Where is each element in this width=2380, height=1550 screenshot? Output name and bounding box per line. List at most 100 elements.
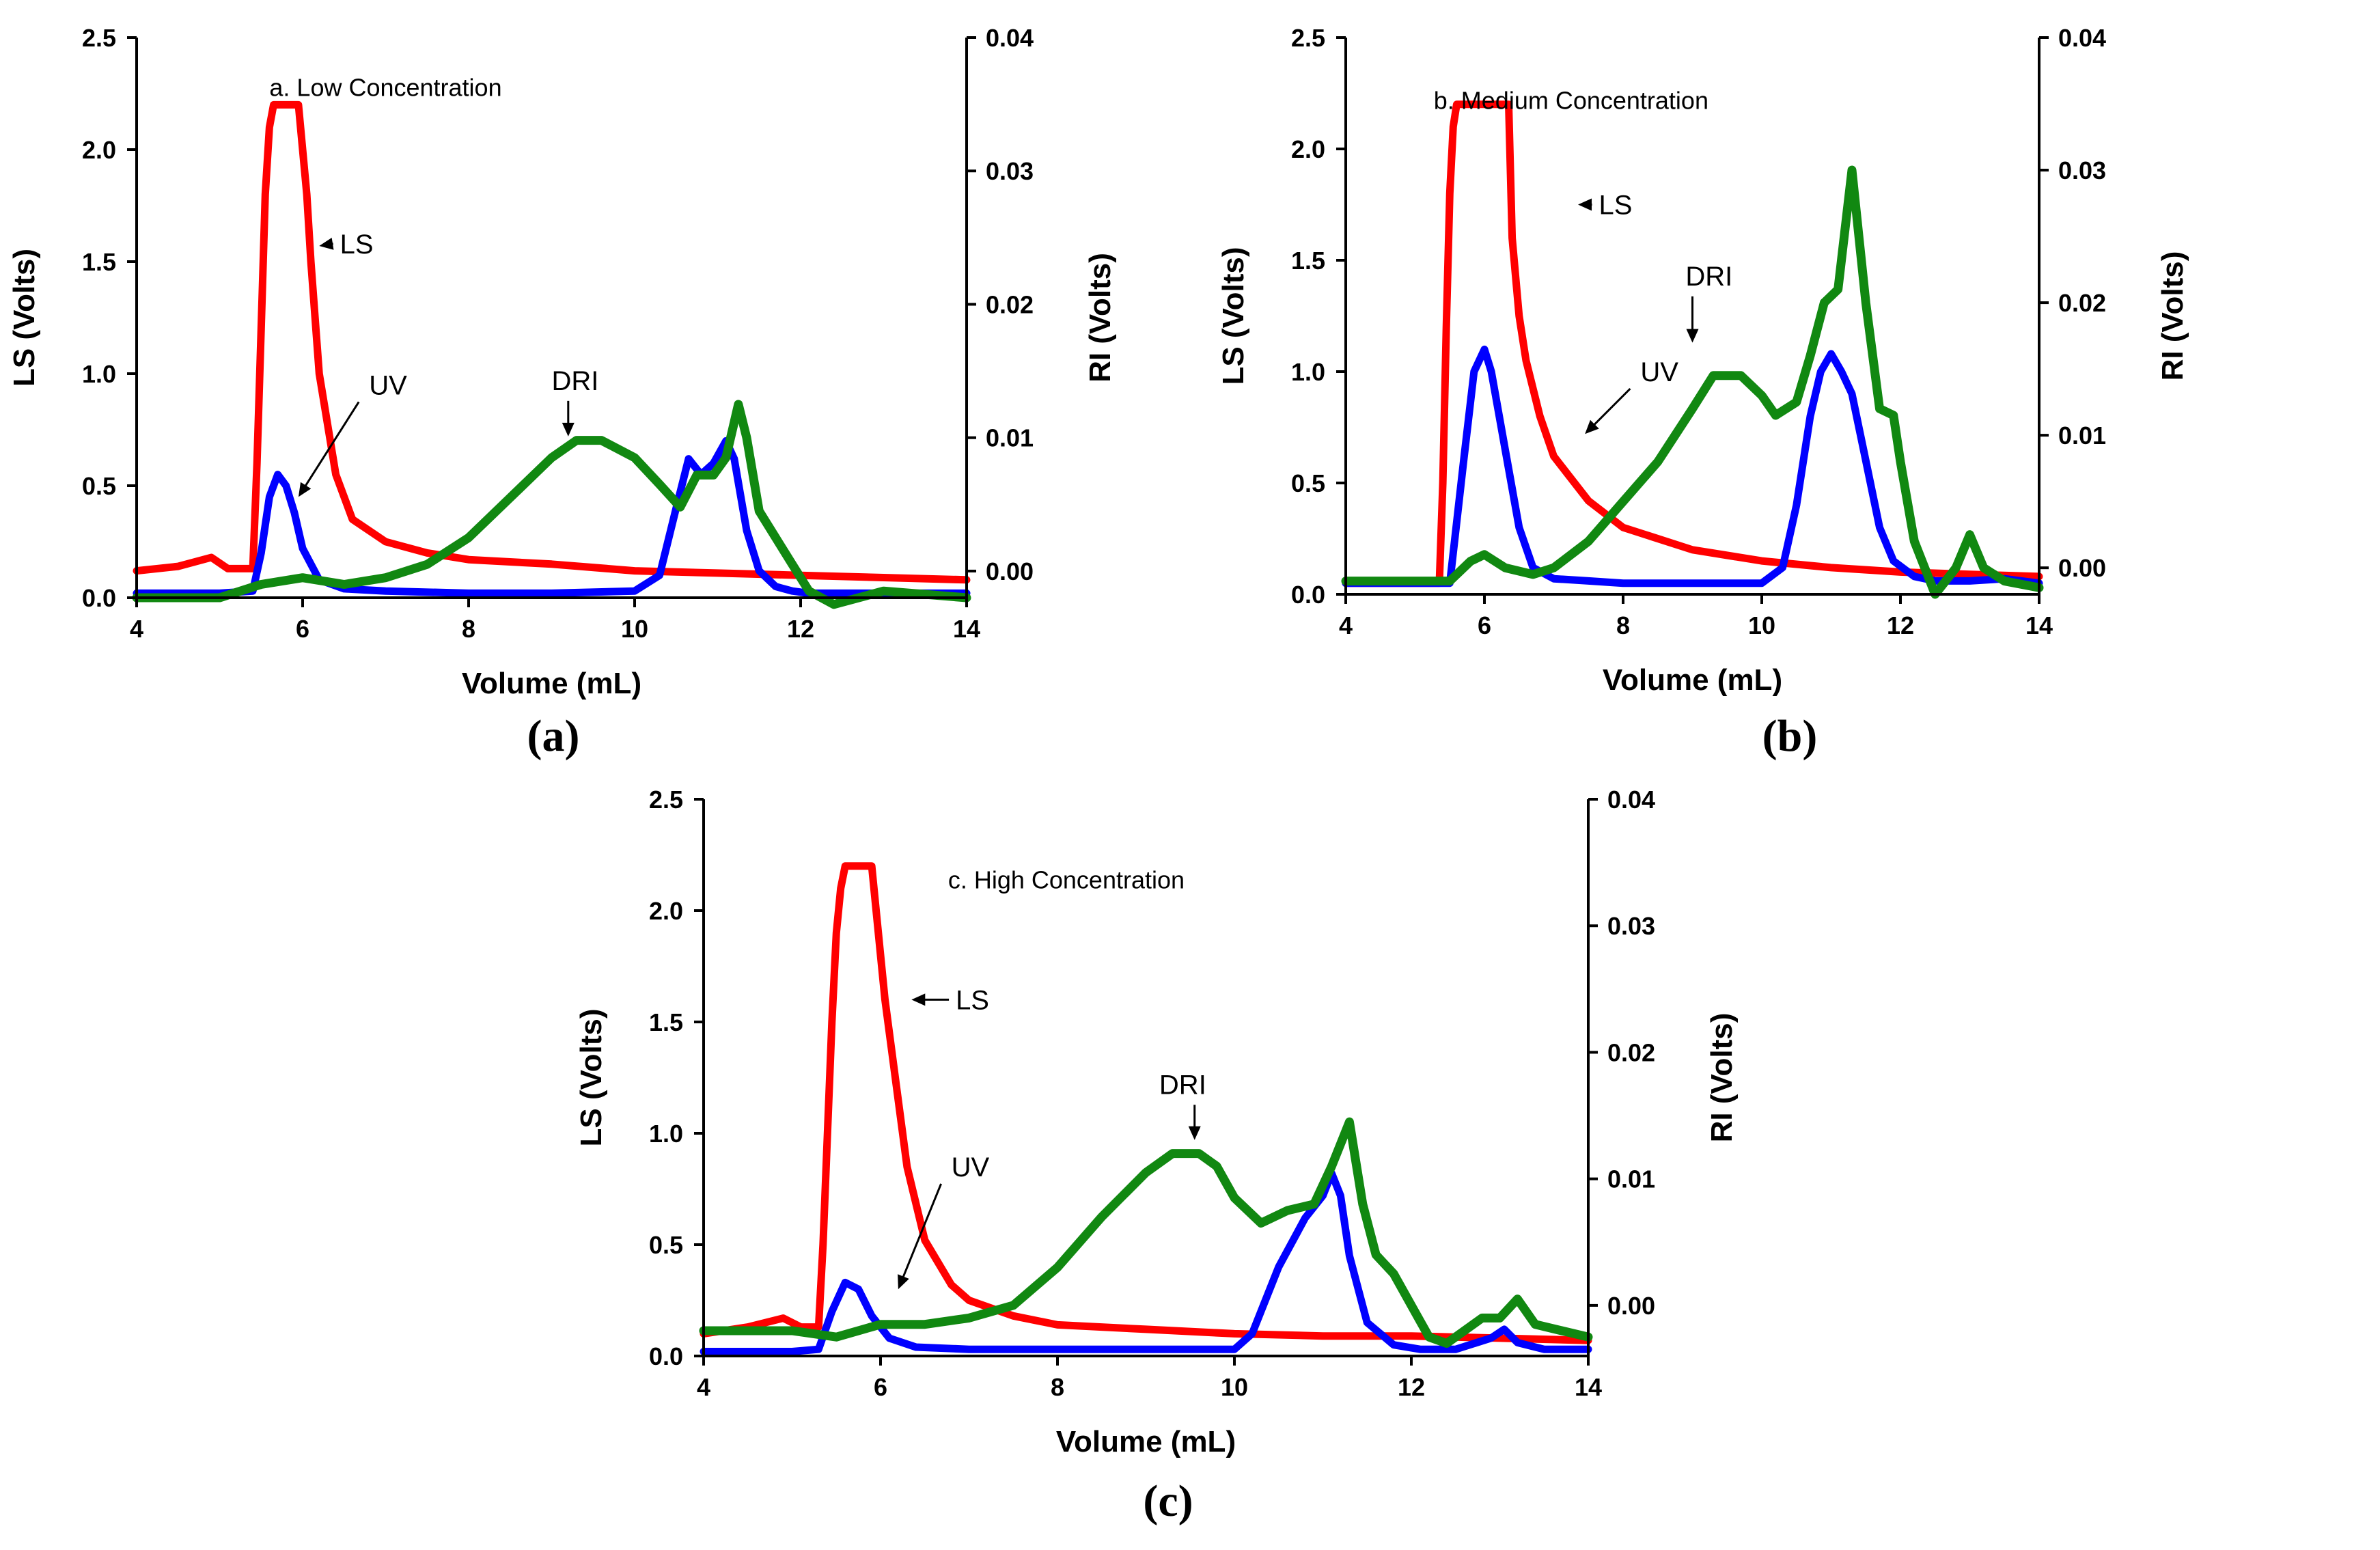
annotation-ls-label: LS <box>956 985 989 1015</box>
annotation-dri-label: DRI <box>1159 1070 1206 1100</box>
y-tick-label: 1.0 <box>82 360 116 388</box>
arrowhead-icon <box>898 1274 909 1290</box>
y-tick-label: 2.5 <box>649 786 683 814</box>
x-tick-label: 14 <box>2025 611 2053 639</box>
y-axis-title: LS (Volts) <box>575 1008 608 1146</box>
x-tick-label: 10 <box>621 615 648 643</box>
x-tick-label: 10 <box>1748 611 1775 639</box>
y2-tick-label: 0.02 <box>1607 1038 1655 1066</box>
series-dri-line <box>132 400 971 609</box>
x-tick-label: 14 <box>953 615 980 643</box>
y-axis-title: LS (Volts) <box>1217 247 1250 385</box>
y-tick-label: 0.5 <box>1291 469 1325 497</box>
x-tick-label: 4 <box>697 1373 710 1401</box>
annotation-uv-arrow <box>301 401 360 492</box>
y2-tick-label: 0.03 <box>1607 912 1655 940</box>
series-ls-line <box>700 862 1592 1344</box>
x-tick-label: 12 <box>1398 1373 1425 1401</box>
chart-panel-a: 4 6 8 10 12 14 0.0 0.5 1.0 1.5 2.0 2.5 0.00 0.01 0.02 0… <box>0 0 1161 765</box>
arrowhead-icon <box>1686 329 1699 343</box>
y2-tick-label: 0.02 <box>2058 289 2106 317</box>
y-tick-label: 1.0 <box>649 1120 683 1148</box>
x-tick-label: 12 <box>787 615 814 643</box>
panel-title: c. High Concentration <box>948 866 1185 894</box>
y-tick-label: 0.5 <box>82 472 116 500</box>
y2-tick-label: 0.01 <box>1607 1165 1655 1193</box>
chart-b-svg: 4 6 8 10 12 14 0.0 0.5 1.0 1.5 2.0 2.5 0.00 0.01 0.02 0… <box>1217 24 2189 697</box>
panel-title: a. Low Concentration <box>269 73 501 101</box>
caption-b: (b) <box>1762 711 1818 761</box>
arrowhead-icon <box>911 993 926 1006</box>
annotation-uv-label: UV <box>369 370 407 400</box>
caption-a: (a) <box>527 711 580 761</box>
annotation-uv-label: UV <box>952 1152 990 1182</box>
chart-panel-c: 4 6 8 10 12 14 0.0 0.5 1.0 1.5 2.0 2.5 0.00 0.01 0.02 0… <box>546 758 1844 1482</box>
arrowhead-icon <box>319 237 334 250</box>
panel-title: b. Medium Concentration <box>1434 86 1708 114</box>
arrowhead-icon <box>1188 1126 1201 1140</box>
y2-tick-label: 0.04 <box>1607 786 1655 814</box>
caption-c: (c) <box>1143 1476 1193 1526</box>
annotation-dri-label: DRI <box>1685 262 1732 292</box>
series-ls-line <box>133 100 971 584</box>
y2-tick-label: 0.00 <box>986 557 1034 585</box>
series-uv-line <box>700 1170 1592 1355</box>
y2-tick-label: 0.03 <box>2058 156 2106 184</box>
y2-tick-label: 0.03 <box>986 157 1034 185</box>
x-tick-label: 12 <box>1887 611 1914 639</box>
y-tick-label: 2.0 <box>82 136 116 164</box>
y-tick-label: 2.0 <box>1291 135 1325 163</box>
series-ls-line <box>1342 100 2043 587</box>
annotation-ls-label: LS <box>340 230 374 260</box>
y-tick-label: 0.5 <box>649 1231 683 1259</box>
y-tick-label: 1.5 <box>82 248 116 276</box>
arrowhead-icon <box>1578 198 1592 211</box>
y-tick-label: 0.0 <box>82 584 116 612</box>
x-tick-label: 6 <box>874 1373 887 1401</box>
chart-panel-b: 4 6 8 10 12 14 0.0 0.5 1.0 1.5 2.0 2.5 0.00 0.01 0.02 0… <box>1189 0 2380 765</box>
y-tick-label: 2.5 <box>82 24 116 52</box>
x-tick-label: 10 <box>1221 1373 1248 1401</box>
x-axis-title: Volume (mL) <box>1056 1425 1236 1458</box>
x-tick-label: 6 <box>296 615 309 643</box>
chart-c-svg: 4 6 8 10 12 14 0.0 0.5 1.0 1.5 2.0 2.5 0.00 0.01 0.02 0… <box>575 786 1739 1458</box>
y2-tick-label: 0.04 <box>2058 24 2106 52</box>
x-axis-title: Volume (mL) <box>462 667 641 700</box>
annotation-ls-label: LS <box>1599 191 1632 221</box>
series-uv-line <box>1342 345 2043 587</box>
y2-axis-title: RI (Volts) <box>1705 1013 1739 1143</box>
y-tick-label: 1.5 <box>1291 247 1325 275</box>
annotation-uv-label: UV <box>1640 357 1678 387</box>
y-axis-title: LS (Volts) <box>8 249 41 387</box>
y2-tick-label: 0.00 <box>1607 1292 1655 1320</box>
y-tick-label: 2.0 <box>649 897 683 925</box>
x-tick-label: 8 <box>462 615 475 643</box>
y-tick-label: 1.0 <box>1291 358 1325 386</box>
y2-tick-label: 0.01 <box>2058 421 2106 449</box>
x-tick-label: 6 <box>1478 611 1491 639</box>
y2-tick-label: 0.02 <box>986 290 1034 318</box>
x-tick-label: 8 <box>1616 611 1630 639</box>
y2-tick-label: 0.01 <box>986 424 1034 452</box>
y2-axis-title: RI (Volts) <box>1083 253 1117 383</box>
y-tick-label: 0.0 <box>1291 581 1325 609</box>
arrowhead-icon <box>298 482 312 497</box>
x-tick-label: 4 <box>130 615 143 643</box>
x-tick-label: 4 <box>1339 611 1353 639</box>
x-tick-label: 8 <box>1051 1373 1064 1401</box>
y2-tick-label: 0.00 <box>2058 554 2106 582</box>
y-tick-label: 1.5 <box>649 1008 683 1036</box>
x-axis-title: Volume (mL) <box>1603 663 1782 697</box>
y2-axis-title: RI (Volts) <box>2156 251 2189 381</box>
chart-a-svg: 4 6 8 10 12 14 0.0 0.5 1.0 1.5 2.0 2.5 0.00 0.01 0.02 0… <box>8 24 1117 700</box>
series-uv-line <box>133 437 971 597</box>
arrowhead-icon <box>1585 419 1599 434</box>
series-dri-line <box>1341 165 2044 599</box>
series-dri-line <box>699 1117 1593 1348</box>
arrowhead-icon <box>562 422 575 437</box>
x-tick-label: 14 <box>1575 1373 1602 1401</box>
annotation-dri-label: DRI <box>552 366 599 396</box>
y2-tick-label: 0.04 <box>986 24 1034 52</box>
annotation-uv-arrow <box>900 1183 942 1284</box>
y-tick-label: 2.5 <box>1291 24 1325 52</box>
